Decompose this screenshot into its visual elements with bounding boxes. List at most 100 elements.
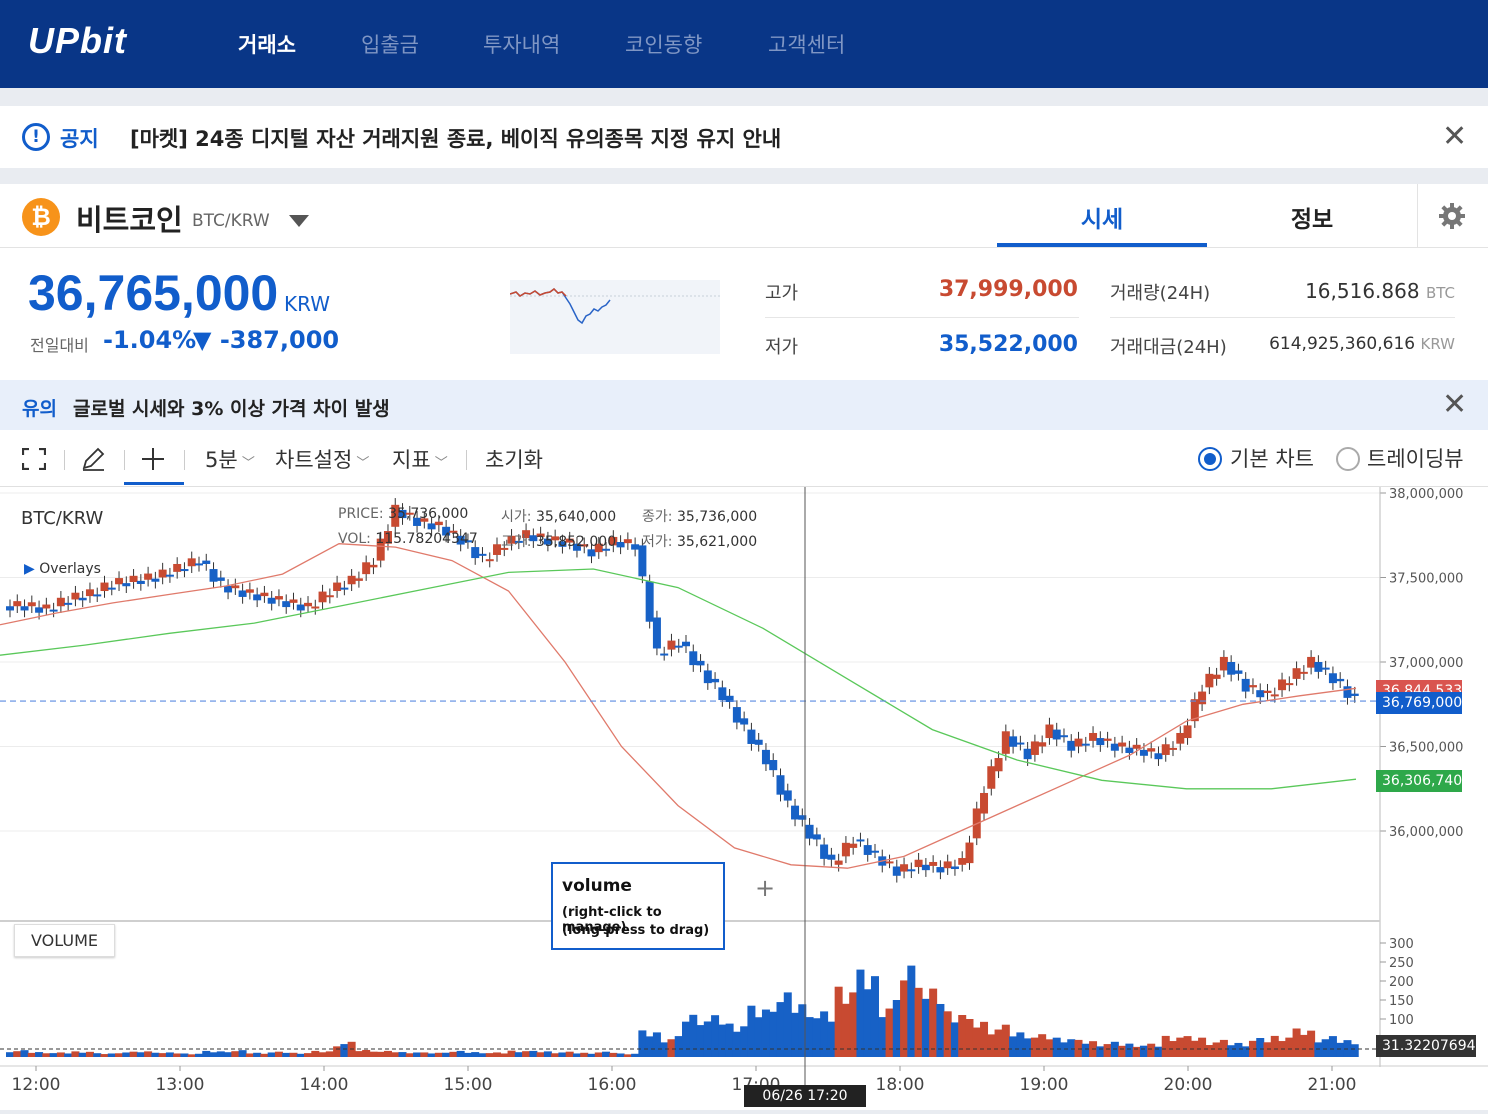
volume-axis-label: 300 bbox=[1389, 937, 1414, 952]
volume-bar bbox=[776, 1002, 785, 1057]
volume-bar bbox=[362, 1049, 371, 1057]
indicators-menu[interactable]: 지표 ﹀ bbox=[392, 444, 448, 474]
tradingview-label[interactable]: 트레이딩뷰 bbox=[1367, 447, 1464, 471]
add-pane-icon[interactable]: + bbox=[754, 874, 776, 902]
candle bbox=[638, 545, 647, 577]
indicators-label: 지표 bbox=[392, 448, 431, 472]
nav-exchange[interactable]: 거래소 bbox=[238, 33, 296, 57]
legend-price-key: PRICE: bbox=[338, 506, 384, 522]
candle bbox=[529, 535, 538, 542]
chart-canvas[interactable]: 38,000,000 37,500,000 37,000,000 36,500,000… bbox=[0, 487, 1488, 1110]
volume-bar bbox=[151, 1052, 160, 1057]
volume-bar bbox=[1023, 1038, 1032, 1057]
nav-investments[interactable]: 투자내역 bbox=[483, 33, 561, 57]
tab-market-price[interactable]: 시세 bbox=[1080, 207, 1124, 233]
chart-settings-menu[interactable]: 차트설정 ﹀ bbox=[275, 444, 369, 474]
volume-bar bbox=[703, 1021, 712, 1057]
candle bbox=[870, 850, 879, 853]
candle bbox=[929, 861, 938, 866]
candle bbox=[231, 585, 240, 589]
volume-bar bbox=[194, 1053, 203, 1057]
volume-bar bbox=[1227, 1045, 1236, 1057]
basic-chart-label[interactable]: 기본 차트 bbox=[1230, 447, 1314, 471]
divider bbox=[765, 317, 1079, 318]
notice-text[interactable]: [마켓] 24종 디지털 자산 거래지원 종료, 베이직 유의종목 지정 유지 … bbox=[130, 127, 782, 151]
candle bbox=[791, 805, 800, 820]
legend-low: 저가: 35,621,000 bbox=[642, 531, 757, 551]
upbit-logo[interactable]: UPbit bbox=[28, 20, 127, 61]
volume-bar bbox=[35, 1052, 44, 1057]
nav-deposit-withdraw[interactable]: 입출금 bbox=[361, 33, 419, 57]
fullscreen-icon[interactable] bbox=[22, 448, 46, 470]
candle bbox=[311, 606, 320, 609]
candle bbox=[35, 607, 44, 613]
candle bbox=[667, 640, 676, 650]
warning-close-icon[interactable]: ✕ bbox=[1442, 387, 1468, 422]
candle bbox=[1256, 690, 1265, 698]
volume-bar bbox=[849, 992, 858, 1057]
candle bbox=[136, 580, 145, 584]
volume-bar bbox=[260, 1053, 269, 1057]
volume-bar bbox=[413, 1052, 422, 1057]
volume-bar bbox=[689, 1014, 698, 1057]
change-percent: -1.04% bbox=[103, 326, 197, 354]
volume-bar bbox=[609, 1052, 618, 1057]
candle bbox=[1321, 667, 1330, 670]
volume-tag: 31.32207694 bbox=[1376, 1035, 1476, 1057]
price-axis-label: 36,500,000 bbox=[1389, 741, 1463, 756]
volume-bar bbox=[856, 969, 865, 1057]
candle bbox=[536, 533, 545, 537]
pencil-icon[interactable] bbox=[80, 446, 106, 472]
volume-bar bbox=[449, 1051, 458, 1057]
candle bbox=[820, 844, 829, 859]
legend-volume: VOL: 115.78204347 bbox=[338, 531, 478, 547]
candle bbox=[85, 589, 94, 597]
tradingview-radio[interactable] bbox=[1336, 447, 1360, 471]
nav-coin-trends[interactable]: 코인동향 bbox=[625, 33, 703, 57]
time-axis-label: 21:00 bbox=[1308, 1075, 1357, 1095]
candle bbox=[405, 512, 414, 515]
volume-bar bbox=[536, 1052, 545, 1057]
gear-icon[interactable] bbox=[1438, 202, 1466, 230]
candle bbox=[1001, 731, 1010, 754]
coin-select-caret-icon[interactable] bbox=[289, 215, 309, 227]
volume-bar bbox=[187, 1054, 196, 1057]
overlays-toggle[interactable]: ▶ Overlays bbox=[24, 561, 101, 577]
volume-pane-label[interactable]: VOLUME bbox=[14, 924, 115, 957]
volume-bar bbox=[165, 1052, 174, 1057]
candle bbox=[107, 587, 116, 590]
change-label: 전일대비 bbox=[30, 336, 89, 355]
candle bbox=[747, 729, 756, 744]
warning-bar: 유의 글로벌 시세와 3% 이상 가격 차이 발생 ✕ bbox=[0, 380, 1488, 430]
volume-bar bbox=[274, 1051, 283, 1057]
volume-bar bbox=[144, 1051, 153, 1057]
volume-bar bbox=[1154, 1046, 1163, 1057]
candle bbox=[238, 590, 247, 597]
candle bbox=[347, 575, 356, 585]
volume-bar bbox=[805, 1017, 814, 1057]
candlestick-chart[interactable]: 38,000,000 37,500,000 37,000,000 36,500,000… bbox=[0, 487, 1488, 1110]
reset-button[interactable]: 초기화 bbox=[485, 448, 543, 472]
volume-bar bbox=[1314, 1042, 1323, 1057]
divider bbox=[0, 247, 1488, 248]
candle bbox=[674, 645, 683, 648]
candle bbox=[296, 604, 305, 611]
volume-bar bbox=[1103, 1044, 1112, 1057]
notice-close-icon[interactable]: ✕ bbox=[1442, 119, 1468, 154]
volume-bar bbox=[885, 1008, 894, 1057]
crosshair-icon[interactable] bbox=[141, 447, 165, 471]
volume-axis-label: 150 bbox=[1389, 994, 1414, 1009]
volume-bar bbox=[1009, 1036, 1018, 1057]
volume-bar bbox=[1081, 1043, 1090, 1057]
divider bbox=[1110, 317, 1455, 318]
volume-bar bbox=[863, 989, 872, 1057]
interval-select[interactable]: 5분 ﹀ bbox=[205, 444, 255, 474]
tab-info[interactable]: 정보 bbox=[1290, 207, 1334, 233]
nav-customer-center[interactable]: 고객센터 bbox=[768, 33, 846, 57]
high-label: 고가 bbox=[765, 283, 799, 304]
candle bbox=[921, 864, 930, 871]
candle bbox=[1045, 724, 1054, 739]
volume-bar bbox=[965, 1019, 974, 1057]
basic-chart-radio[interactable] bbox=[1198, 447, 1222, 471]
candle bbox=[980, 792, 989, 814]
